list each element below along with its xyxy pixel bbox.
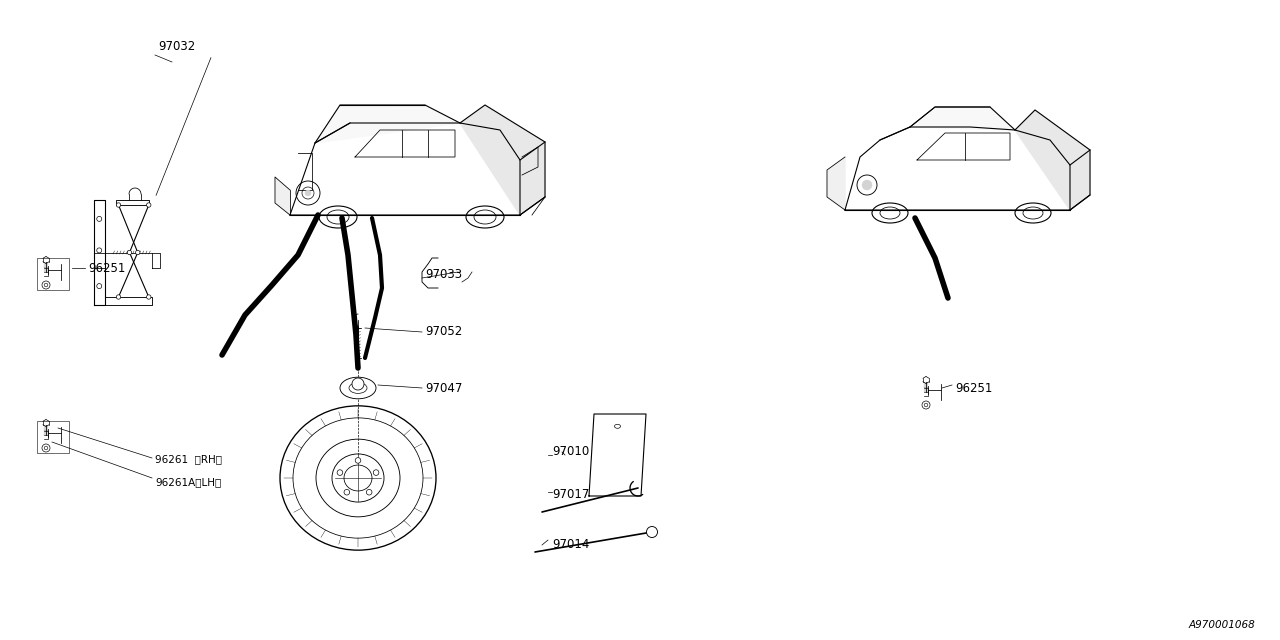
Circle shape — [861, 180, 872, 190]
Polygon shape — [291, 123, 520, 215]
Polygon shape — [315, 105, 385, 143]
Text: 97010: 97010 — [552, 445, 589, 458]
Text: 96261A〈LH〉: 96261A〈LH〉 — [155, 477, 221, 487]
Bar — [37, 258, 69, 290]
Bar — [37, 421, 69, 453]
Polygon shape — [460, 105, 545, 215]
Text: 97033: 97033 — [425, 268, 462, 281]
Circle shape — [374, 470, 379, 476]
Circle shape — [305, 190, 311, 196]
Circle shape — [352, 378, 364, 390]
Text: A970001068: A970001068 — [1188, 620, 1254, 630]
Text: 96251: 96251 — [955, 382, 992, 395]
Circle shape — [646, 527, 658, 538]
Ellipse shape — [340, 377, 376, 399]
Circle shape — [344, 490, 349, 495]
Circle shape — [116, 203, 120, 207]
Circle shape — [127, 250, 132, 255]
Circle shape — [136, 250, 140, 255]
Circle shape — [116, 295, 120, 299]
Text: 97032: 97032 — [157, 40, 196, 53]
Polygon shape — [315, 105, 460, 143]
Polygon shape — [93, 253, 105, 268]
Circle shape — [146, 203, 151, 207]
Text: 97017: 97017 — [552, 488, 589, 501]
Text: 97052: 97052 — [425, 325, 462, 338]
Polygon shape — [845, 127, 1070, 210]
Polygon shape — [589, 414, 646, 496]
Text: 96251: 96251 — [88, 262, 125, 275]
Text: 96261  〈RH〉: 96261 〈RH〉 — [155, 454, 221, 464]
Polygon shape — [105, 297, 151, 305]
Polygon shape — [93, 200, 105, 305]
Text: 97047: 97047 — [425, 382, 462, 395]
Circle shape — [366, 490, 372, 495]
Polygon shape — [275, 177, 291, 215]
Polygon shape — [910, 107, 1015, 130]
Polygon shape — [115, 200, 148, 205]
Circle shape — [146, 295, 151, 299]
Circle shape — [356, 458, 361, 463]
Text: 97014: 97014 — [552, 538, 589, 551]
Polygon shape — [151, 253, 160, 268]
Ellipse shape — [614, 424, 621, 428]
Circle shape — [337, 470, 343, 476]
Polygon shape — [1015, 110, 1091, 210]
Polygon shape — [827, 157, 845, 210]
